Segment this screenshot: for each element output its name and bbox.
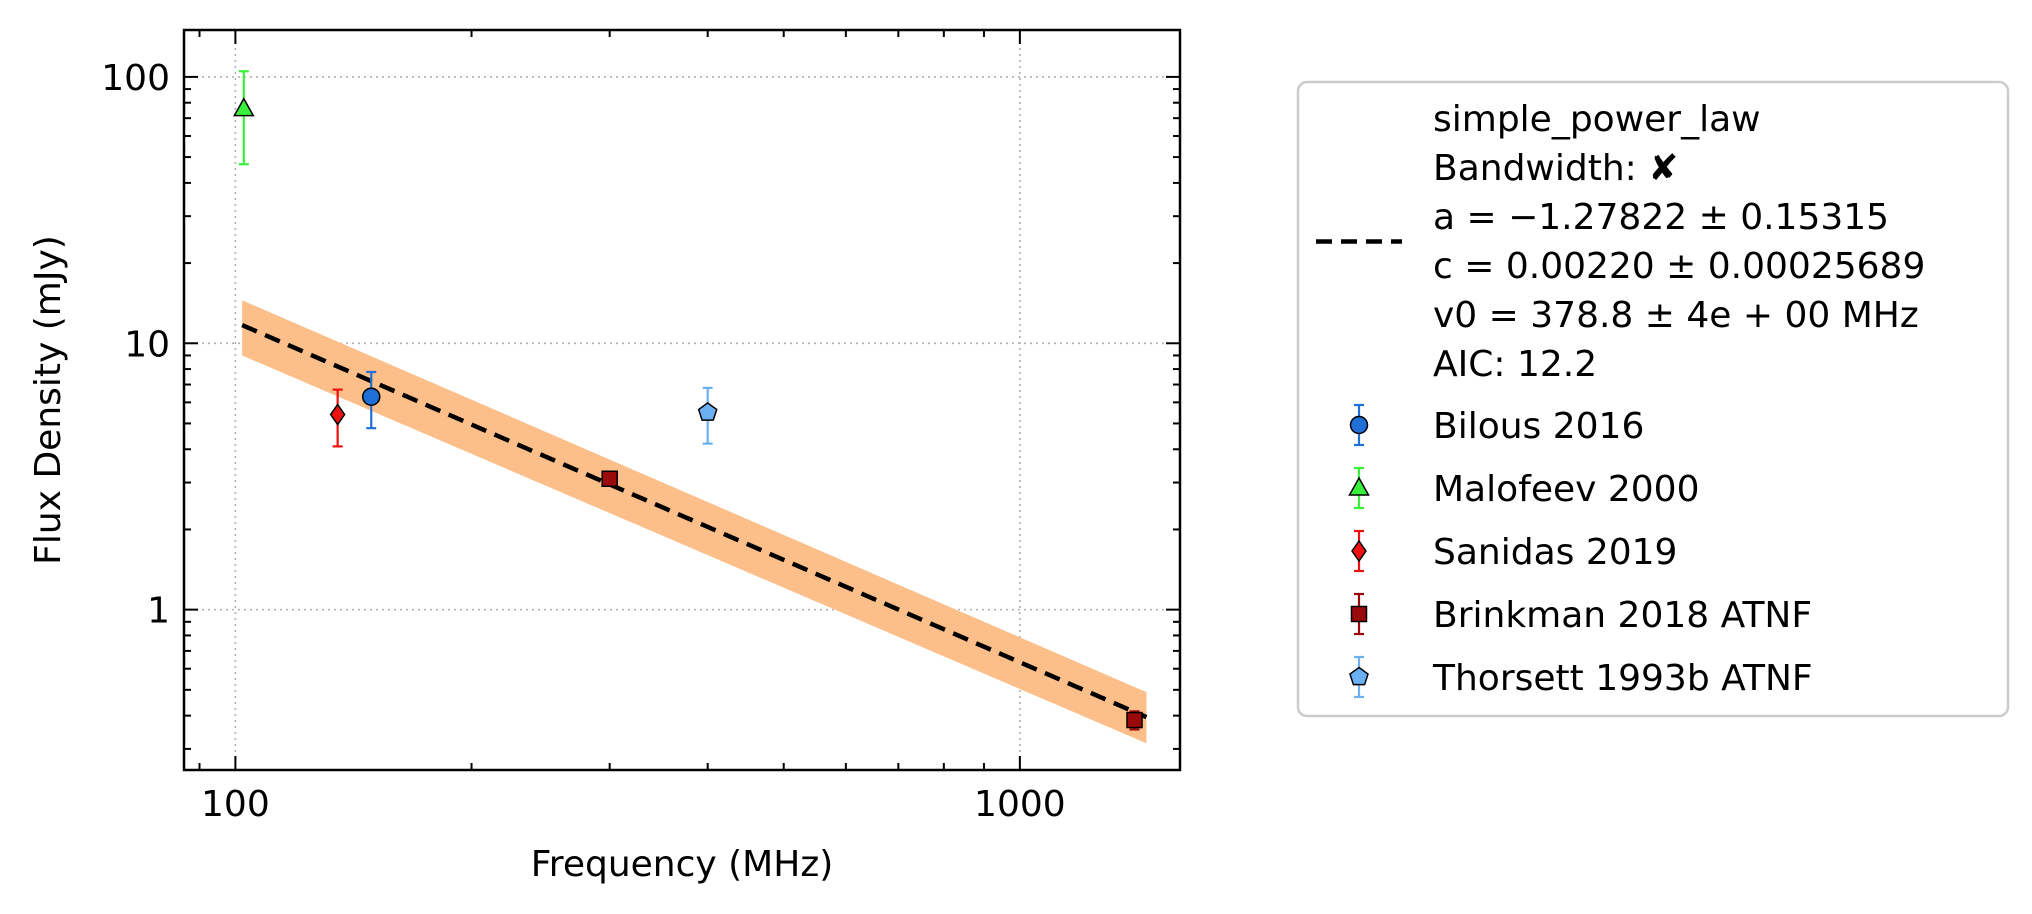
fit-line: [241, 323, 1148, 720]
data-point: [329, 403, 346, 426]
grid-lines: [184, 30, 1180, 770]
legend-fit-text: AIC: 12.2: [1433, 344, 1597, 385]
y-tick-label: 1: [147, 591, 170, 632]
legend-fit-text: c = 0.00220 ± 0.00025689: [1433, 246, 1925, 287]
data-points: [233, 70, 1143, 731]
legend-marker: [1348, 476, 1370, 496]
legend-series-label: Bilous 2016: [1433, 406, 1644, 447]
legend-series-label: Thorsett 1993b ATNF: [1432, 658, 1813, 699]
legend-series-label: Brinkman 2018 ATNF: [1433, 595, 1812, 636]
data-point: [601, 470, 618, 488]
legend-series-label: Malofeev 2000: [1433, 469, 1699, 510]
x-tick-label: 1000: [974, 784, 1066, 825]
data-point: [233, 97, 255, 117]
tick-labels: 100 1000 1 10 100: [101, 58, 1065, 825]
legend-marker: [1351, 539, 1367, 563]
fit-uncertainty-band: [242, 300, 1147, 744]
x-tick-label: 100: [201, 784, 270, 825]
x-axis-label: Frequency (MHz): [531, 844, 834, 885]
y-tick-label: 10: [124, 324, 170, 365]
y-tick-label: 100: [101, 58, 170, 99]
data-point: [1126, 711, 1143, 729]
legend-fit-text: Bandwidth: ✘: [1433, 148, 1678, 189]
legend-marker: [1350, 605, 1368, 623]
plot-frame: [182, 28, 1182, 772]
legend-marker: [1349, 415, 1369, 435]
legend: simple_power_law Bandwidth: ✘ a = −1.27822…: [1296, 80, 2010, 718]
y-axis-label: Flux Density (mJy): [28, 235, 69, 565]
data-point: [697, 401, 718, 421]
legend-marker: [1349, 666, 1369, 686]
legend-fit-text: simple_power_law: [1433, 99, 1761, 140]
legend-frame: [1296, 80, 2010, 718]
data-point: [361, 387, 381, 406]
fit-line-path: [241, 323, 1148, 720]
legend-series-label: Sanidas 2019: [1433, 532, 1677, 573]
fit-band: [242, 300, 1147, 744]
legend-fit-text: v0 = 378.8 ± 4e + 00 MHz: [1433, 295, 1919, 336]
legend-fit-text: a = −1.27822 ± 0.15315: [1433, 197, 1889, 238]
